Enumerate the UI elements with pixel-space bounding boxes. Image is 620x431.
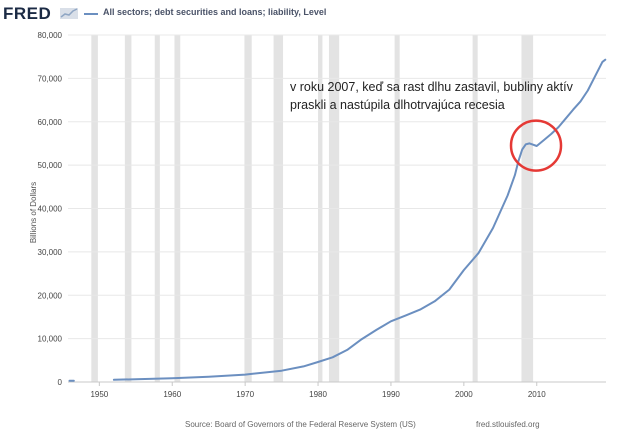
x-tick-label: 2010: [528, 390, 546, 399]
y-tick-label: 30,000: [38, 248, 63, 257]
series-lines: [68, 58, 607, 382]
series-title: All sectors; debt securities and loans; …: [103, 7, 327, 17]
annotation-circle-group: [509, 119, 563, 172]
y-tick-label: 40,000: [38, 205, 63, 214]
y-tick-label: 60,000: [38, 118, 63, 127]
series-line: [112, 58, 607, 381]
x-tick-label: 1980: [309, 390, 327, 399]
fred-graph-icon: [60, 8, 78, 19]
y-axis-label: Billions of Dollars: [29, 181, 39, 244]
legend-line: [84, 13, 98, 15]
x-tick-label: 1970: [236, 390, 254, 399]
gridlines: [68, 34, 606, 383]
y-tick-label: 50,000: [38, 161, 63, 170]
source-note: Source: Board of Governors of the Federa…: [185, 420, 416, 429]
x-tick-label: 1990: [382, 390, 400, 399]
fred-logo[interactable]: FRED: [3, 4, 52, 23]
annotation-text: v roku 2007, keď sa rast dlhu zastavil, …: [290, 80, 573, 112]
y-tick-label: 10,000: [38, 335, 63, 344]
x-tick-label: 2000: [455, 390, 473, 399]
y-tick-label: 0: [58, 378, 63, 387]
y-tick-label: 80,000: [38, 31, 63, 40]
site-link[interactable]: fred.stlouisfed.org: [476, 420, 540, 429]
x-axis-ticks: 1950 1960 1970 1980 1990 2000 2010: [68, 381, 606, 399]
y-tick-label: 20,000: [38, 291, 63, 300]
x-tick-label: 1950: [90, 390, 108, 399]
x-tick-label: 1960: [163, 390, 181, 399]
header: FRED All sectors; debt securities and lo…: [0, 0, 620, 26]
y-tick-label: 70,000: [38, 74, 63, 83]
highlight-circle: [509, 119, 563, 172]
y-axis-ticks: 0 10,000 20,000 30,000 40,000 50,000 60,000 70,…: [38, 31, 63, 387]
